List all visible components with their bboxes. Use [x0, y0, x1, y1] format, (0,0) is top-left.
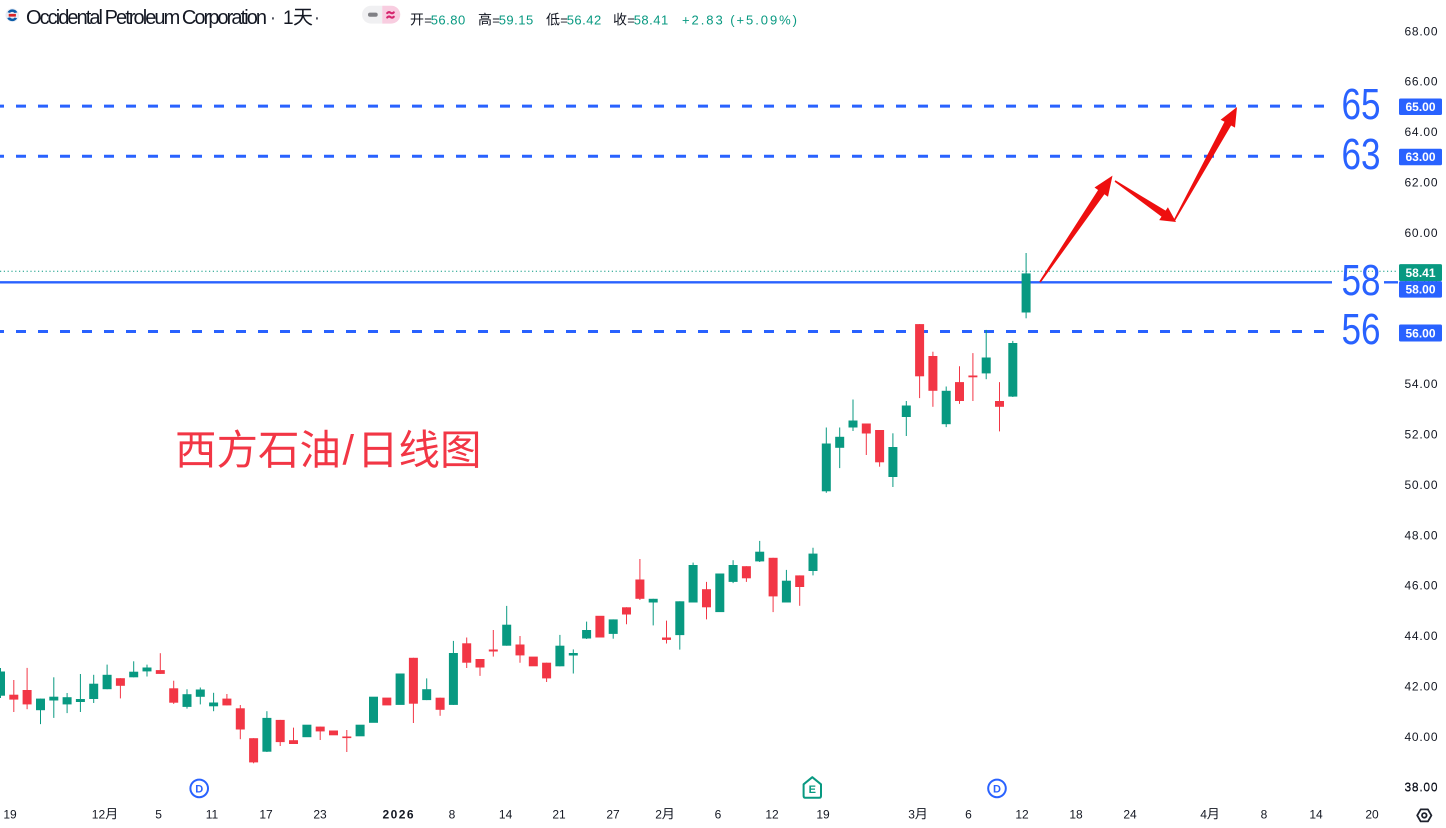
svg-text:24: 24 — [1123, 807, 1137, 821]
svg-text:2: 2 — [655, 807, 662, 821]
svg-text:E: E — [809, 784, 816, 796]
svg-text:8: 8 — [1261, 807, 1268, 821]
svg-text:/: / — [343, 427, 355, 474]
svg-text:54.00: 54.00 — [1405, 377, 1438, 391]
svg-text:58.00: 58.00 — [1406, 283, 1436, 297]
svg-text:42.00: 42.00 — [1405, 680, 1438, 694]
svg-text:65.00: 65.00 — [1406, 100, 1436, 114]
svg-text:18: 18 — [1069, 807, 1083, 821]
svg-text:D: D — [993, 784, 1001, 796]
svg-text:19: 19 — [816, 807, 830, 821]
svg-text:52.00: 52.00 — [1405, 428, 1438, 442]
svg-text:20: 20 — [1365, 807, 1379, 821]
svg-text:27: 27 — [606, 807, 620, 821]
svg-text:8: 8 — [449, 807, 456, 821]
svg-text:65: 65 — [1342, 80, 1381, 129]
svg-text:19: 19 — [3, 807, 17, 821]
svg-text:5: 5 — [155, 807, 162, 821]
svg-text:6: 6 — [715, 807, 722, 821]
svg-text:59.15: 59.15 — [499, 12, 534, 27]
svg-text:3: 3 — [908, 807, 915, 821]
svg-text:D: D — [195, 784, 203, 796]
svg-text:14: 14 — [499, 807, 513, 821]
svg-text:1: 1 — [283, 8, 294, 29]
svg-text:12: 12 — [1015, 807, 1029, 821]
svg-text:40.00: 40.00 — [1405, 730, 1438, 744]
svg-text:11: 11 — [206, 807, 219, 821]
svg-text:68.00: 68.00 — [1405, 24, 1438, 38]
svg-text:38.00: 38.00 — [1405, 780, 1438, 794]
svg-text:17: 17 — [259, 807, 273, 821]
svg-text:56.42: 56.42 — [567, 12, 602, 27]
svg-text:2026: 2026 — [383, 807, 414, 821]
svg-text:12: 12 — [92, 807, 106, 821]
svg-text:58: 58 — [1342, 256, 1381, 305]
svg-text:44.00: 44.00 — [1405, 629, 1438, 643]
svg-text:=: = — [424, 12, 432, 27]
svg-text:21: 21 — [552, 807, 566, 821]
svg-text:38.00: 38.00 — [1405, 780, 1438, 794]
svg-text:4: 4 — [1200, 807, 1207, 821]
svg-text:63: 63 — [1342, 130, 1381, 179]
svg-text:56.80: 56.80 — [431, 12, 466, 27]
svg-text:46.00: 46.00 — [1405, 579, 1438, 593]
svg-text:58.41: 58.41 — [634, 12, 669, 27]
svg-text:=: = — [492, 12, 500, 27]
svg-text:58.41: 58.41 — [1406, 266, 1436, 280]
svg-text:6: 6 — [965, 807, 972, 821]
svg-text:·: · — [314, 7, 321, 29]
svg-text:=: = — [560, 12, 568, 27]
svg-text:23: 23 — [313, 807, 327, 821]
svg-text:66.00: 66.00 — [1405, 75, 1438, 89]
svg-text:56: 56 — [1342, 305, 1381, 354]
svg-text:63.00: 63.00 — [1406, 150, 1436, 164]
svg-text:12: 12 — [765, 807, 779, 821]
svg-text:Occidental Petroleum Corporati: Occidental Petroleum Corporation — [26, 7, 267, 29]
svg-text:64.00: 64.00 — [1405, 125, 1438, 139]
svg-text:=: = — [627, 12, 635, 27]
svg-text:50.00: 50.00 — [1405, 478, 1438, 492]
svg-text:14: 14 — [1309, 807, 1323, 821]
svg-text:56.00: 56.00 — [1406, 326, 1436, 340]
svg-text:48.00: 48.00 — [1405, 528, 1438, 542]
svg-text:·: · — [270, 7, 277, 29]
svg-text:62.00: 62.00 — [1405, 176, 1438, 190]
svg-text:60.00: 60.00 — [1405, 226, 1438, 240]
